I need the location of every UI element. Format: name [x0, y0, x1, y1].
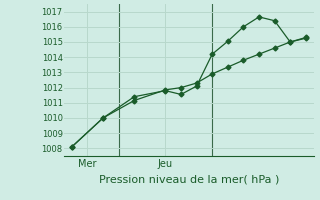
X-axis label: Pression niveau de la mer( hPa ): Pression niveau de la mer( hPa ) [99, 174, 279, 184]
